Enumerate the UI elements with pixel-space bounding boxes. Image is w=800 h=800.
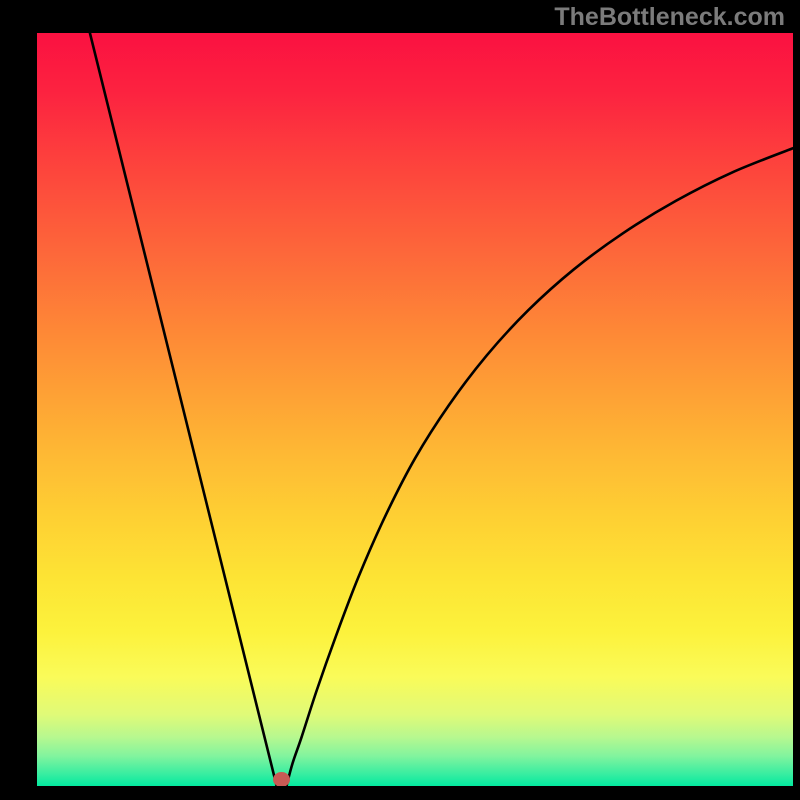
curve-path <box>90 33 793 786</box>
optimal-marker <box>273 772 290 786</box>
watermark-text: TheBottleneck.com <box>554 3 785 32</box>
bottleneck-curve <box>37 33 793 786</box>
plot-area <box>37 33 793 786</box>
